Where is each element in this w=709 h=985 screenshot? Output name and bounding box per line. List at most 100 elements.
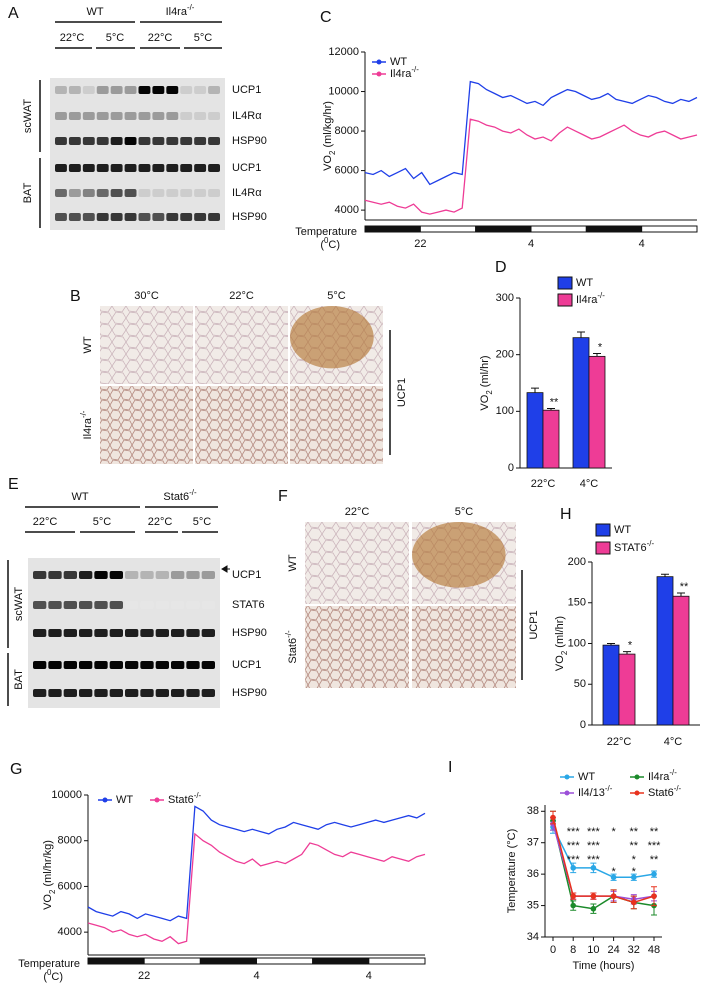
text-part: (ml/hr/kg) xyxy=(42,840,54,890)
series-line xyxy=(552,820,655,910)
y-axis-label: VO2 (ml/hr/kg) xyxy=(42,840,57,910)
group-label: WT xyxy=(71,491,88,503)
text-part: (ml/hr) xyxy=(479,355,491,390)
band xyxy=(94,571,108,579)
error-bar xyxy=(531,387,539,393)
band xyxy=(33,571,47,579)
band xyxy=(109,661,123,669)
y-tick-label: 35 xyxy=(527,899,539,911)
text-part: 2 xyxy=(485,390,494,394)
text-part: VO xyxy=(479,394,491,410)
band xyxy=(55,86,67,94)
tissue-label: BAT xyxy=(13,669,25,690)
significance: * xyxy=(598,341,603,353)
temperature-label: Temperature xyxy=(18,958,80,970)
data-point xyxy=(610,874,617,881)
band xyxy=(96,112,109,120)
temperature-segment xyxy=(368,957,426,965)
band xyxy=(180,164,193,172)
band xyxy=(186,571,200,579)
x-tick-label: 22°C xyxy=(607,736,632,748)
band xyxy=(79,629,93,637)
significance: *** xyxy=(587,826,601,838)
band xyxy=(82,189,95,197)
error-bar xyxy=(677,592,685,597)
y-tick-label: 4000 xyxy=(58,926,82,938)
data-point xyxy=(570,893,576,899)
text-part: Stat6 xyxy=(168,794,194,806)
temperature-segment xyxy=(87,957,145,965)
band xyxy=(166,189,179,197)
error-bar xyxy=(547,408,555,411)
x-tick-label: 0 xyxy=(550,944,556,956)
band xyxy=(94,689,108,697)
data-point xyxy=(631,899,637,906)
band-label: IL4Rα xyxy=(232,110,262,122)
temperature-segment xyxy=(364,225,421,233)
band xyxy=(110,213,123,221)
tissue-label: BAT xyxy=(22,182,34,203)
panel-label: A xyxy=(8,5,19,22)
significance: *** xyxy=(567,826,581,838)
legend-marker xyxy=(376,59,382,65)
significance: *** xyxy=(567,854,581,866)
row-label: WT xyxy=(82,336,94,353)
y-tick-label: 100 xyxy=(568,637,586,649)
legend-label: WT xyxy=(578,771,595,783)
significance: ** xyxy=(680,581,689,593)
text-part: Il4ra xyxy=(576,294,598,306)
significance: * xyxy=(632,854,637,866)
significance: * xyxy=(611,866,616,878)
temperature-segment xyxy=(585,225,643,233)
bar xyxy=(656,576,674,726)
band xyxy=(125,571,139,579)
tissue-label: scWAT xyxy=(22,99,34,133)
y-tick-label: 36 xyxy=(527,868,539,880)
band xyxy=(48,661,62,669)
temp-label: 22°C xyxy=(148,516,173,528)
text-part: VO xyxy=(322,155,334,171)
column-label: 22°C xyxy=(229,290,254,302)
temperature-value: 22 xyxy=(138,970,150,982)
band xyxy=(82,213,95,221)
y-tick-label: 4000 xyxy=(335,204,359,216)
legend-label: Stat6-/- xyxy=(648,784,682,799)
error-bar xyxy=(661,573,669,577)
micrograph xyxy=(100,386,193,464)
y-tick-label: 8000 xyxy=(335,125,359,137)
text-part: Stat6 xyxy=(163,491,189,503)
data-point xyxy=(651,871,657,877)
significance: * xyxy=(628,640,633,652)
text-part: -/- xyxy=(597,291,605,300)
legend-swatch xyxy=(595,523,611,537)
band xyxy=(124,137,137,145)
text-part: Stat6 xyxy=(648,787,674,799)
band xyxy=(55,112,67,120)
text-part: (ml/hr) xyxy=(554,616,566,651)
temp-label: 5°C xyxy=(194,32,213,44)
bar xyxy=(542,409,560,469)
panel-label: D xyxy=(495,259,507,276)
significance: *** xyxy=(648,840,662,852)
temp-label: 22°C xyxy=(60,32,85,44)
error-bar xyxy=(623,651,631,655)
band xyxy=(171,601,185,609)
temperature-segment xyxy=(143,957,201,965)
band xyxy=(33,629,47,637)
panel-label: C xyxy=(320,9,332,26)
column-label: 30°C xyxy=(134,290,159,302)
row-label: Il4ra-/- xyxy=(79,410,94,439)
band xyxy=(201,629,215,637)
text-part: 0 xyxy=(47,968,52,977)
band xyxy=(124,189,137,197)
legend-marker xyxy=(376,71,382,77)
x-tick-label: 4°C xyxy=(580,478,599,490)
band xyxy=(63,629,77,637)
temperature-value: 22 xyxy=(414,238,426,250)
band xyxy=(79,689,93,697)
band xyxy=(96,189,109,197)
text-part: 2 xyxy=(48,890,57,894)
text-part: Stat6 xyxy=(287,638,299,664)
x-tick-label: 22°C xyxy=(531,478,556,490)
